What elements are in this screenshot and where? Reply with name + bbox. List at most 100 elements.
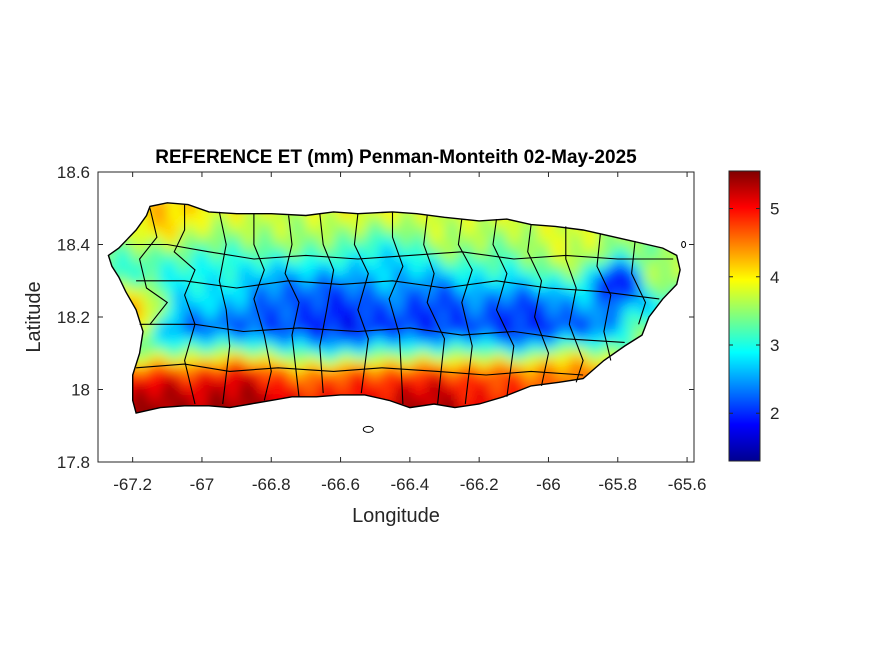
heat-cell xyxy=(386,389,393,396)
heat-cell xyxy=(380,243,388,250)
heat-cell xyxy=(402,394,410,401)
heat-cell xyxy=(231,394,238,401)
heat-cell xyxy=(303,279,310,286)
heat-cell xyxy=(547,258,554,265)
heat-cell xyxy=(341,310,349,318)
heat-cell xyxy=(436,310,443,318)
heat-cell xyxy=(319,368,327,375)
heat-cell xyxy=(447,352,454,359)
heat-cell xyxy=(319,300,327,307)
heat-cell xyxy=(231,300,238,307)
heat-cell xyxy=(369,222,377,229)
heat-cell xyxy=(258,373,266,380)
heat-cell xyxy=(414,305,421,312)
heat-cell xyxy=(330,211,338,218)
heat-cell xyxy=(236,211,244,218)
heat-cell xyxy=(480,232,487,239)
heat-cell xyxy=(441,357,449,365)
heat-cell xyxy=(602,269,609,276)
heat-cell xyxy=(297,316,305,323)
heat-cell xyxy=(569,232,576,239)
heat-cell xyxy=(430,300,438,307)
heat-cell xyxy=(281,347,288,354)
heat-cell xyxy=(386,337,393,344)
heat-cell xyxy=(436,399,443,406)
heat-cell xyxy=(142,310,149,318)
heat-cell xyxy=(452,331,460,338)
heat-cell xyxy=(624,258,632,265)
heat-cell xyxy=(175,310,183,318)
heat-cell xyxy=(502,263,510,271)
heat-cell xyxy=(197,357,205,365)
heat-cell xyxy=(275,321,282,328)
heat-cell xyxy=(402,232,410,239)
heat-cell xyxy=(314,237,321,244)
heat-cell xyxy=(303,384,310,391)
heat-cell xyxy=(402,342,410,349)
heat-cell xyxy=(325,243,332,250)
heat-cell xyxy=(602,263,609,271)
heat-cell xyxy=(175,253,183,260)
heat-cell xyxy=(325,217,332,224)
heat-cell xyxy=(386,258,393,265)
heat-cell xyxy=(286,321,293,328)
heat-cell xyxy=(186,295,194,302)
heat-cell xyxy=(153,300,160,307)
heat-cell xyxy=(159,389,166,396)
heat-cell xyxy=(502,368,510,375)
heat-cell xyxy=(441,263,449,271)
heat-cell xyxy=(663,253,670,260)
heat-cell xyxy=(330,357,338,365)
heat-cell xyxy=(630,284,637,291)
heat-cell xyxy=(480,300,487,307)
heat-cell xyxy=(513,316,521,323)
heat-cell xyxy=(430,331,438,338)
heat-cell xyxy=(475,279,482,286)
heat-cell xyxy=(164,274,171,281)
heat-cell xyxy=(646,253,654,260)
heat-cell xyxy=(269,321,277,328)
heat-cell xyxy=(646,284,654,291)
heat-cell xyxy=(314,290,321,297)
heat-cell xyxy=(192,263,199,271)
heat-cell xyxy=(608,237,615,244)
heat-cell xyxy=(475,295,482,302)
heat-cell xyxy=(286,357,293,365)
heat-cell xyxy=(330,337,338,344)
heat-cell xyxy=(341,279,349,286)
heat-cell xyxy=(530,263,537,271)
heat-cell xyxy=(463,394,471,401)
heat-cell xyxy=(225,211,232,218)
heat-cell xyxy=(486,290,493,297)
heat-cell xyxy=(364,352,371,359)
heat-cell xyxy=(519,352,526,359)
heat-cell xyxy=(375,368,382,375)
heat-cell xyxy=(159,222,166,229)
heat-cell xyxy=(419,310,427,318)
heat-cell xyxy=(303,274,310,281)
heat-cell xyxy=(220,342,227,349)
heat-cell xyxy=(325,342,332,349)
heat-cell xyxy=(142,243,149,250)
heat-cell xyxy=(153,305,160,312)
heat-cell xyxy=(136,284,144,291)
heat-cell xyxy=(358,290,366,297)
heat-cell xyxy=(386,300,393,307)
heat-cell xyxy=(170,342,177,349)
heat-cell xyxy=(258,284,266,291)
heat-cell xyxy=(136,357,144,365)
heat-cell xyxy=(497,284,504,291)
heat-cell xyxy=(497,290,504,297)
heat-cell xyxy=(269,316,277,323)
heat-cell xyxy=(281,326,288,333)
heat-cell xyxy=(336,211,343,218)
heat-cell xyxy=(214,331,221,338)
heat-cell xyxy=(247,310,255,318)
heat-cell xyxy=(536,253,543,260)
heat-cell xyxy=(281,295,288,302)
heat-cell xyxy=(463,263,471,271)
heat-cell xyxy=(186,357,194,365)
heat-cell xyxy=(463,258,471,265)
heat-cell xyxy=(325,300,332,307)
heat-cell xyxy=(159,394,166,401)
